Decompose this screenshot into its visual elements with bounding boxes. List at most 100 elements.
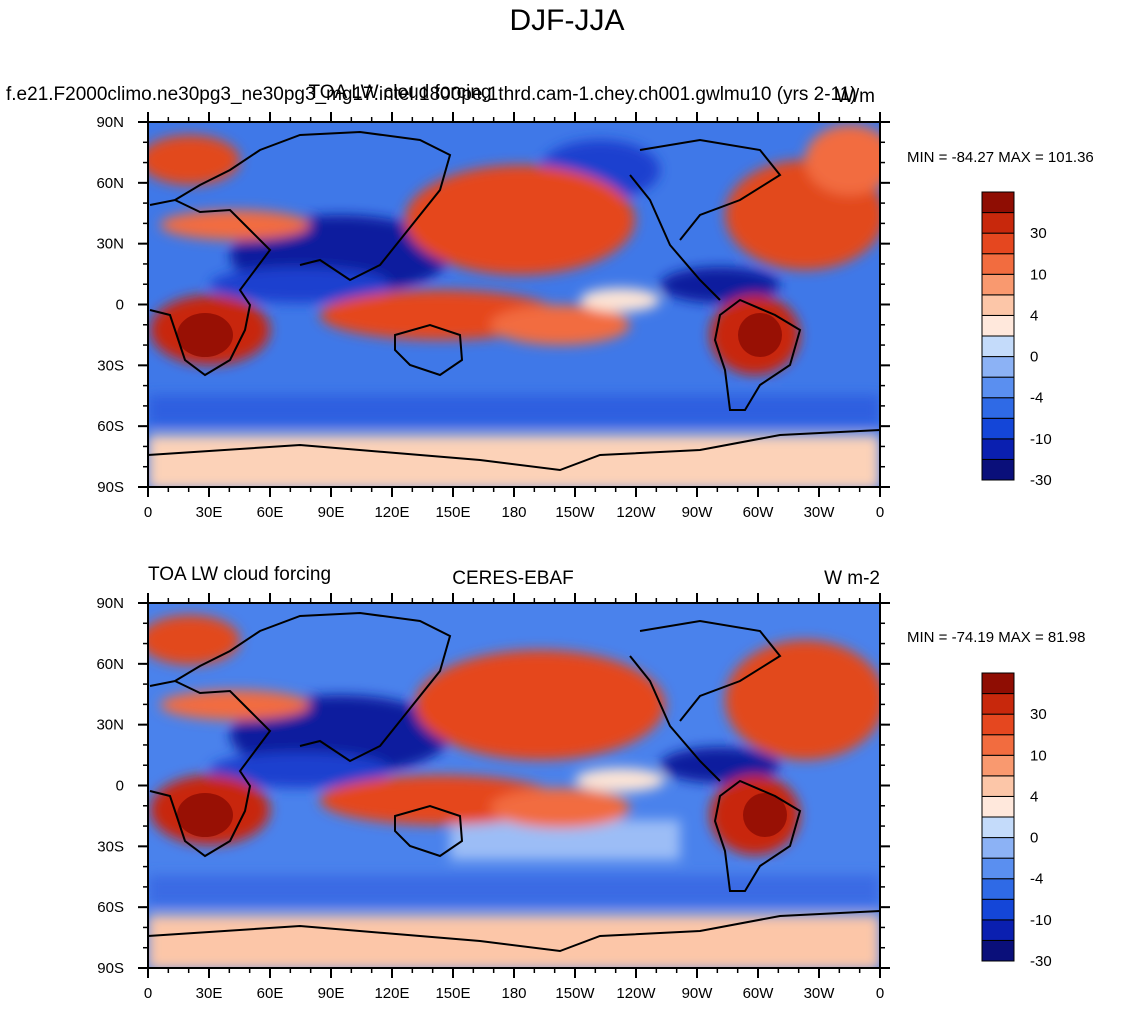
axes-top-lat-label-4: 30S bbox=[97, 357, 124, 374]
axes-bottom-lon-label-11: 30W bbox=[804, 985, 836, 1002]
axes-top-lon-label-10: 60W bbox=[743, 504, 775, 521]
colorbar-bottom-swatch-3 bbox=[981, 878, 1015, 900]
colorbar-bottom-label-3: 0 bbox=[1030, 830, 1038, 847]
colorbar-top-label-5: -10 bbox=[1030, 431, 1052, 448]
field-bot-africa-core bbox=[177, 793, 233, 837]
axes-bottom-lon-label-6: 180 bbox=[501, 985, 526, 1002]
colorbar-top-swatch-4 bbox=[981, 376, 1015, 399]
axes-bottom-lon-label-2: 60E bbox=[257, 985, 284, 1002]
colorbar-top-swatch-10 bbox=[981, 253, 1015, 275]
colorbar-top-label-2: 4 bbox=[1030, 307, 1038, 324]
axes-top-lat-label-0: 90N bbox=[96, 114, 124, 131]
colorbar-bottom-swatch-1 bbox=[981, 919, 1015, 941]
field-bot-carib bbox=[660, 747, 780, 783]
colorbar-top-label-1: 10 bbox=[1030, 266, 1047, 283]
axes-bottom-lat-label-6: 90S bbox=[97, 960, 124, 977]
axes-bottom-lat-label-0: 90N bbox=[96, 595, 124, 612]
axes-bottom-lat-label-3: 0 bbox=[116, 778, 124, 795]
field-top-carib bbox=[660, 267, 780, 303]
colorbar-bottom: 30 10 4 0 -4 -10 -30 bbox=[981, 672, 1052, 970]
axes-top-lat-label-1: 60N bbox=[96, 175, 124, 192]
colorbar-bottom-swatch-0 bbox=[981, 939, 1015, 962]
panel-top-center-title: TOA LW cloud forcing bbox=[308, 82, 491, 103]
axes-bottom-lon-label-8: 120W bbox=[616, 985, 656, 1002]
colorbar-bottom-swatch-10 bbox=[981, 734, 1015, 756]
field-top-spac bbox=[490, 305, 630, 345]
axes-bottom-lon-label-12: 0 bbox=[876, 985, 884, 1002]
field-top-npac-red bbox=[405, 165, 635, 275]
field-bot-npac-red bbox=[415, 650, 665, 760]
field-bot-eqpac-light bbox=[575, 768, 665, 792]
field-bot-natl bbox=[725, 640, 880, 760]
axes-bottom-lon-label-3: 90E bbox=[318, 985, 345, 1002]
colorbar-bottom-swatch-9 bbox=[981, 754, 1015, 777]
panel-bottom-left-title: TOA LW cloud forcing bbox=[148, 564, 331, 585]
colorbar-top-swatch-6 bbox=[981, 335, 1015, 358]
colorbar-top-swatch-12 bbox=[981, 212, 1015, 234]
panel-bottom-center-title: CERES-EBAF bbox=[452, 568, 573, 589]
axes-top-lon-label-7: 150W bbox=[555, 504, 595, 521]
map-top bbox=[148, 122, 880, 487]
colorbar-top: 30 10 4 0 -4 -10 -30 bbox=[981, 191, 1052, 489]
field-bot-indian bbox=[210, 752, 390, 788]
colorbar-top-swatch-3 bbox=[981, 397, 1015, 419]
axes-bottom-lat-label-1: 60N bbox=[96, 656, 124, 673]
axes-bottom-lat-label-4: 30S bbox=[97, 838, 124, 855]
colorbar-top-swatch-11 bbox=[981, 232, 1015, 255]
field-top-greenland bbox=[805, 125, 880, 195]
axes-top-lon-label-2: 60E bbox=[257, 504, 284, 521]
colorbar-top-swatch-13 bbox=[981, 191, 1015, 214]
colorbar-bottom-swatch-7 bbox=[981, 795, 1015, 818]
colorbar-bottom-label-6: -30 bbox=[1030, 953, 1052, 970]
axes-top-lon-label-5: 150E bbox=[435, 504, 470, 521]
field-bot-spac bbox=[490, 788, 630, 828]
colorbar-top-swatch-1 bbox=[981, 438, 1015, 460]
map-bottom bbox=[148, 603, 880, 968]
axes-top-lon-label-4: 120E bbox=[374, 504, 409, 521]
axes-top-lon-label-1: 30E bbox=[196, 504, 223, 521]
field-bot-arctic-eu bbox=[148, 615, 240, 665]
field-top-med bbox=[160, 210, 310, 240]
colorbar-top-label-0: 30 bbox=[1030, 225, 1047, 242]
colorbar-bottom-swatch-2 bbox=[981, 898, 1015, 921]
axes-top-lat-label-6: 90S bbox=[97, 479, 124, 496]
colorbar-bottom-label-4: -4 bbox=[1030, 871, 1043, 888]
colorbar-bottom-swatch-6 bbox=[981, 816, 1015, 839]
axes-bottom-lat-label-5: 60S bbox=[97, 899, 124, 916]
axes-bottom-lon-label-5: 150E bbox=[435, 985, 470, 1002]
panel-top-units: W/m bbox=[836, 86, 875, 107]
colorbar-bottom-label-2: 4 bbox=[1030, 788, 1038, 805]
axes-bottom-lon-label-4: 120E bbox=[374, 985, 409, 1002]
axes-top-lat-label-2: 30N bbox=[96, 236, 124, 253]
field-top-so-blue bbox=[148, 395, 880, 425]
field-top-eqpac-light bbox=[580, 288, 660, 312]
field-bot-med bbox=[160, 690, 310, 720]
minmax-bottom: MIN = -74.19 MAX = 81.98 bbox=[907, 629, 1085, 646]
field-bot-so-blue bbox=[148, 875, 880, 905]
colorbar-bottom-swatch-5 bbox=[981, 837, 1015, 859]
field-bot-south-light bbox=[148, 915, 880, 968]
panel-bottom: TOA LW cloud forcing CERES-EBAF W m-2 bbox=[147, 564, 1085, 970]
colorbar-top-swatch-7 bbox=[981, 314, 1015, 337]
coastlines-bottom bbox=[148, 611, 880, 953]
panel-top-left-title: f.e21.F2000climo.ne30pg3_ne30pg3_mg17.in… bbox=[6, 84, 857, 105]
colorbar-top-swatch-0 bbox=[981, 458, 1015, 481]
axes-top-lon-label-12: 0 bbox=[876, 504, 884, 521]
axes-bottom: 90N 60N 30N 0 30S 60S 90S 0 30E 60E 90E 120E 150E 180… bbox=[96, 593, 890, 1002]
colorbar-bottom-label-0: 30 bbox=[1030, 706, 1047, 723]
colorbar-top-swatch-5 bbox=[981, 356, 1015, 378]
field-top-amazon-core bbox=[738, 313, 782, 357]
colorbar-top-swatch-2 bbox=[981, 417, 1015, 440]
panel-top: f.e21.F2000climo.ne30pg3_ne30pg3_mg17.in… bbox=[6, 82, 1094, 489]
colorbar-bottom-label-5: -10 bbox=[1030, 912, 1052, 929]
colorbar-top-label-4: -4 bbox=[1030, 390, 1043, 407]
colorbar-top-swatch-9 bbox=[981, 273, 1015, 296]
axes-bottom-lon-label-1: 30E bbox=[196, 985, 223, 1002]
axes-bottom-lon-label-9: 90W bbox=[682, 985, 714, 1002]
colorbar-bottom-label-1: 10 bbox=[1030, 747, 1047, 764]
field-bot-amazon-core bbox=[743, 793, 787, 837]
axes-top-lon-label-11: 30W bbox=[804, 504, 836, 521]
colorbar-top-swatch-8 bbox=[981, 294, 1015, 316]
axes-top-lon-label-0: 0 bbox=[144, 504, 152, 521]
